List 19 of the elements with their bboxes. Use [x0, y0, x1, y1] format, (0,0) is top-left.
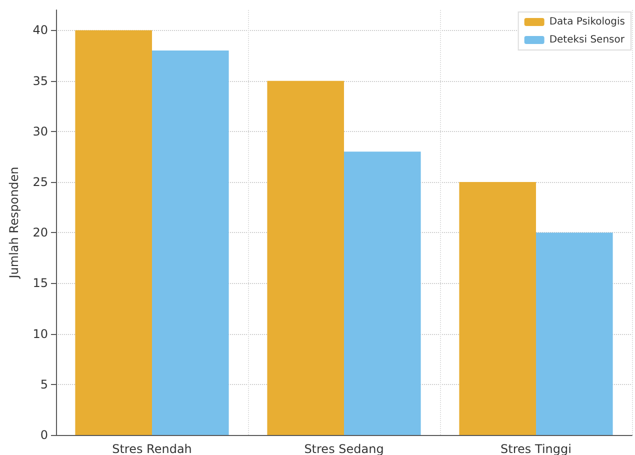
y-axis-title: Jumlah Responden	[7, 166, 21, 280]
y-tick-label: 30	[32, 124, 48, 138]
bar	[536, 232, 613, 435]
y-tick-label: 5	[40, 377, 48, 392]
bar	[267, 80, 344, 435]
legend-label: Data Psikologis	[549, 16, 626, 28]
legend-label: Deteksi Sensor	[549, 34, 626, 46]
y-tick-label: 25	[32, 175, 48, 190]
bar	[75, 30, 152, 435]
y-tick-label: 20	[32, 226, 48, 240]
bar	[152, 50, 229, 435]
y-tick-label: 0	[40, 428, 48, 442]
bar	[344, 152, 421, 435]
bar	[459, 182, 536, 435]
y-tick-label: 10	[32, 326, 48, 341]
x-tick-label: Stres Rendah	[112, 442, 192, 455]
y-tick-label: 35	[32, 74, 48, 88]
y-tick-label: 15	[32, 276, 48, 290]
y-tick-label: 40	[32, 23, 48, 38]
